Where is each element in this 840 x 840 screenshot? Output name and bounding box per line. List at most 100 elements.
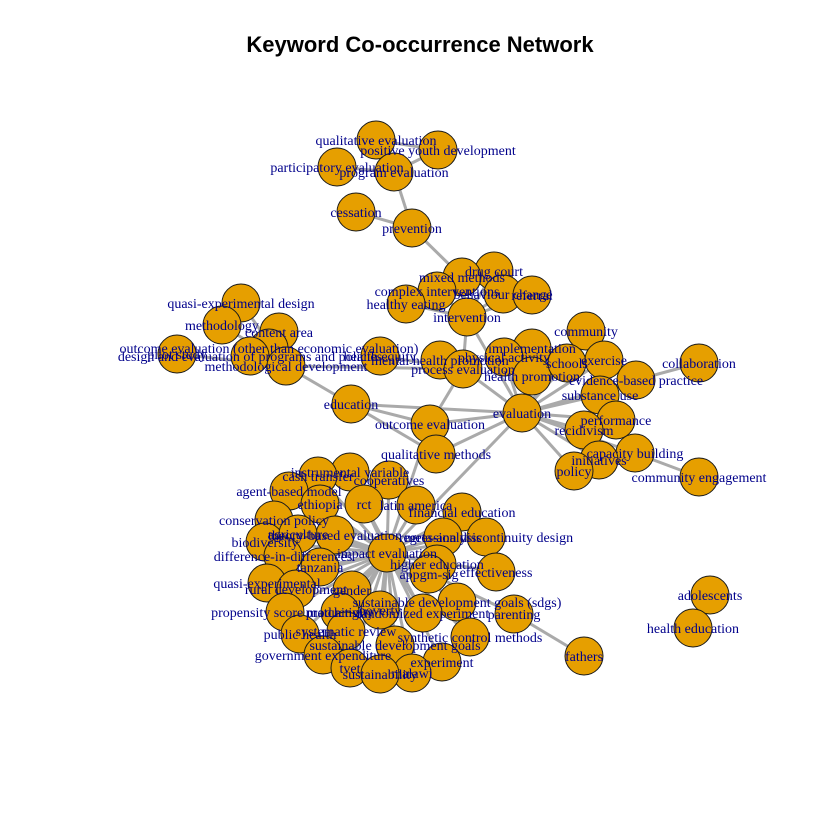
- node-label-appgm-sig: appgm-sig: [399, 568, 458, 583]
- node-label-poverty: poverty: [359, 604, 402, 619]
- node-sustainability: [360, 654, 400, 694]
- node-policy: [554, 451, 594, 491]
- node-label-synthetic-control-methods: synthetic control methods: [398, 631, 543, 646]
- edge-evaluation--impact-evaluation: [385, 411, 524, 555]
- node-label-health-equity: health equity: [344, 350, 417, 365]
- node-label-education: education: [324, 398, 378, 413]
- node-label-sustainable-development-goals: sustainable development goals: [309, 639, 480, 654]
- node-label-recidivism: recidivism: [554, 424, 613, 439]
- node-label-health-promotion: health promotion: [484, 370, 580, 385]
- node-participatory-evaluation: [317, 147, 357, 187]
- node-label-pilot-study: pilot study: [147, 348, 207, 363]
- node-label-implementation: implementation: [488, 342, 576, 357]
- node-label-evaluation: evaluation: [493, 407, 551, 422]
- node-label-sustainable-development-goals-sdgs: sustainable development goals (sdgs): [353, 596, 562, 611]
- node-label-outcome-evaluation-other-than-economic-evaluation: outcome evaluation (other than economic …: [120, 342, 419, 357]
- node-label-design-and-evaluation-of-programs-and-policies: design and evaluation of programs and po…: [118, 350, 382, 365]
- node-label-methodological-development: methodological development: [205, 360, 368, 375]
- node-evaluation: [502, 393, 542, 433]
- node-fathers: [564, 636, 604, 676]
- node-label-cessation: cessation: [330, 206, 381, 221]
- node-label-participatory-evaluation: participatory evaluation: [270, 161, 403, 176]
- node-label-financial-education: financial education: [409, 506, 516, 521]
- node-label-health-education: health education: [647, 622, 739, 637]
- node-label-healthy-eating: healthy eating: [367, 298, 446, 313]
- node-label-methodology: methodology: [185, 319, 259, 334]
- node-label-tanzania: tanzania: [297, 561, 344, 576]
- node-cooperatives: [369, 460, 409, 500]
- node-label-schools: schools: [546, 357, 588, 372]
- node-cessation: [336, 192, 376, 232]
- node-label-meta-analysis: meta-analysis: [405, 531, 482, 546]
- node-design-and-evaluation-of-programs-and-policies: [230, 336, 270, 376]
- node-label-biodiversity: biodiversity: [232, 536, 299, 551]
- node-physical-activity: [484, 337, 524, 377]
- node-intervention: [447, 297, 487, 337]
- node-label-initiatives: initiatives: [571, 454, 626, 469]
- node-label-evidence-based-practice: evidence-based practice: [569, 374, 703, 389]
- node-label-theory-based-evaluation: theory-based evaluation: [268, 529, 402, 544]
- node-label-higher-education: higher education: [390, 558, 484, 573]
- node-label-mixed-methods: mixed methods: [419, 271, 505, 286]
- node-impact-evaluation: [367, 533, 407, 573]
- node-layer: [157, 120, 730, 694]
- node-label-propensity-score-matching: propensity score matching: [211, 606, 359, 621]
- node-label-quasi-experimental-design: quasi-experimental design: [167, 297, 314, 312]
- node-label-quasi-experimental: quasi-experimental: [213, 577, 320, 592]
- node-label-government-expenditure: government expenditure: [255, 649, 391, 664]
- node-label-collaboration: collaboration: [662, 357, 736, 372]
- node-label-referral: referral: [511, 289, 552, 304]
- node-evidence-based-practice: [616, 360, 656, 400]
- node-poverty: [360, 590, 400, 630]
- node-label-latin-america: latin america: [380, 499, 453, 514]
- node-positive-youth-development: [418, 130, 458, 170]
- node-program-evaluation: [374, 152, 414, 192]
- node-community-engagement: [679, 457, 719, 497]
- node-label-intervention: intervention: [433, 311, 501, 326]
- node-synthetic-control-methods: [450, 617, 490, 657]
- node-label-substance-use: substance use: [562, 389, 639, 404]
- node-health-equity: [360, 336, 400, 376]
- node-rct: [344, 484, 384, 524]
- node-health-education: [673, 608, 713, 648]
- node-methodological-development: [266, 346, 306, 386]
- node-label-ethiopia: ethiopia: [297, 498, 343, 513]
- node-process-evaluation: [443, 349, 483, 389]
- node-parenting: [494, 594, 534, 634]
- node-label-randomized-experiment: randomized experiment: [357, 607, 490, 622]
- node-effectiveness: [476, 552, 516, 592]
- node-label-mental-health-promotion: mental health promotion: [371, 354, 509, 369]
- node-appgm-sig: [409, 554, 449, 594]
- node-randomized-experiment: [403, 593, 443, 633]
- node-label-program-evaluation: program evaluation: [339, 166, 448, 181]
- node-label-capacity-building: capacity building: [587, 447, 684, 462]
- edge-impact-evaluation--parenting: [386, 551, 515, 616]
- node-label-qualitative-evaluation: qualitative evaluation: [316, 134, 437, 149]
- node-label-gender: gender: [333, 584, 371, 599]
- node-label-rct: rct: [357, 498, 372, 513]
- node-education: [331, 384, 371, 424]
- node-label-performance: performance: [581, 414, 652, 429]
- node-label-cooperatives: cooperatives: [354, 474, 425, 489]
- node-label-community: community: [554, 325, 618, 340]
- node-label-agent-based-model: agent-based model: [236, 485, 341, 500]
- node-label-agriculture: agriculture: [268, 528, 329, 543]
- node-label-prevention: prevention: [382, 222, 442, 237]
- node-label-process-evaluation: process evaluation: [411, 363, 515, 378]
- node-collaboration: [679, 343, 719, 383]
- node-label-effectiveness: effectiveness: [460, 566, 533, 581]
- node-adolescents: [690, 575, 730, 615]
- node-label-drug-court: drug court: [465, 265, 523, 280]
- node-pilot-study: [157, 334, 197, 374]
- node-qualitative-evaluation: [356, 120, 396, 160]
- node-community: [566, 311, 606, 351]
- node-label-physical-activity: physical activity: [458, 351, 550, 366]
- node-label-content-area: content area: [245, 326, 314, 341]
- node-label-malawi: malawi: [391, 667, 432, 682]
- node-health-promotion: [512, 356, 552, 396]
- node-label-complex-interventions: complex interventions: [375, 285, 500, 300]
- node-label-systematic-review: systematic review: [296, 625, 398, 640]
- node-label-parenting: parenting: [488, 608, 541, 623]
